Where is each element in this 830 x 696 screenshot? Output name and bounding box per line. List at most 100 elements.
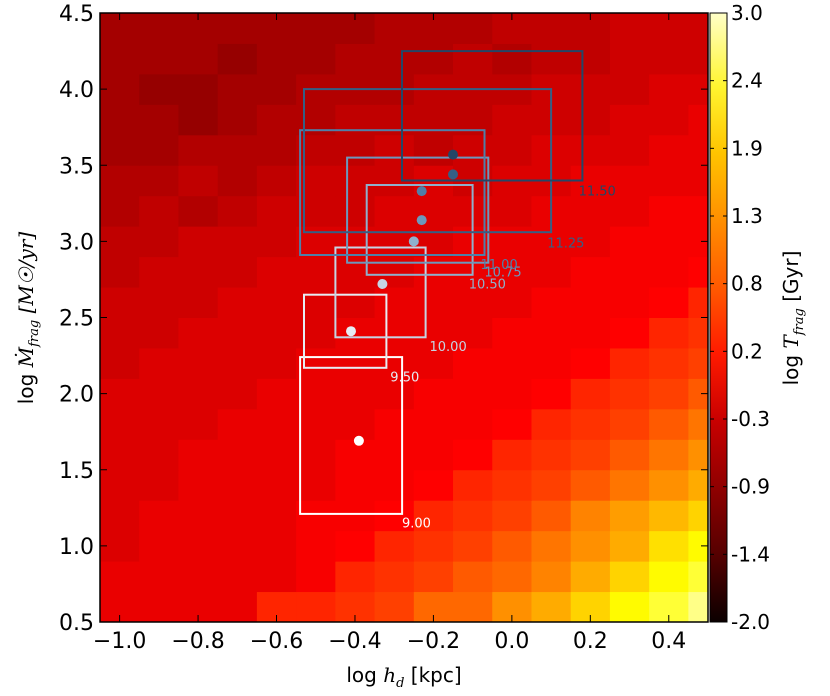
heatmap-cell (178, 43, 219, 75)
heatmap-cell (413, 256, 454, 288)
heatmap-cell (256, 165, 297, 197)
x-axis: −1.0 −0.8 −0.6 −0.4 −0.2 0.0 0.2 0.4 (93, 13, 686, 654)
heatmap-cell (256, 469, 297, 501)
heatmap-cell (139, 347, 179, 379)
heatmap-cell (374, 43, 415, 75)
heatmap-cell (649, 73, 689, 105)
heatmap-cell (374, 317, 415, 349)
heatmap-cell (453, 561, 493, 593)
heatmap-cell (649, 347, 689, 379)
heatmap-cell (139, 165, 179, 197)
data-points (346, 149, 458, 446)
heatmap-cell (492, 195, 532, 227)
aperture-boxes (299, 50, 584, 515)
heatmap-cell (178, 287, 219, 318)
heatmap-cell (531, 256, 572, 288)
heatmap-cell (374, 13, 415, 44)
heatmap-cell (139, 256, 179, 288)
heatmap-cell (688, 317, 709, 349)
heatmap-cell (217, 530, 258, 562)
heatmap-cell (688, 256, 709, 288)
heatmap-cell (570, 226, 611, 258)
y-tick-label: 0.5 (59, 611, 94, 636)
aperture-box (303, 293, 388, 369)
heatmap-cell (296, 13, 336, 44)
heatmap-cell (609, 43, 650, 75)
heatmap-cell (335, 439, 376, 471)
heatmap-cell (374, 408, 415, 440)
heatmap-cell (413, 347, 454, 379)
heatmap-cell (492, 317, 532, 349)
heatmap-cell (649, 317, 689, 349)
colorbar: -2.0 -1.4 -0.9 -0.3 0.2 0.8 1.3 1.9 2.4 3.0 log T… (709, 1, 807, 634)
heatmap-cell (217, 439, 258, 471)
heatmap-cell (139, 134, 179, 166)
heatmap-cell (335, 287, 376, 318)
heatmap-cell (217, 226, 258, 258)
heatmap-cell (178, 317, 219, 349)
heatmap-cell (335, 378, 376, 410)
heatmap-cell (374, 439, 415, 471)
heatmap-cell (609, 13, 650, 44)
heatmap-cell (139, 591, 179, 623)
heatmap-cell (178, 256, 219, 288)
heatmap-cell (374, 134, 415, 166)
heatmap-cell (335, 561, 376, 593)
heatmap-cell (139, 408, 179, 440)
heatmap-cell (413, 378, 454, 410)
heatmap-cell (178, 104, 219, 136)
heatmap-cell (296, 317, 336, 349)
heatmap-cell (453, 591, 493, 623)
colorbar-tick-label: 3.0 (731, 1, 763, 25)
heatmap-cell (609, 73, 650, 105)
heatmap-cell (531, 561, 572, 593)
heatmap-cell (453, 287, 493, 318)
colorbar-tick-label: -0.9 (731, 475, 770, 499)
box-label: 11.25 (547, 237, 584, 252)
heatmap (100, 13, 709, 623)
heatmap-cell (688, 13, 709, 44)
heatmap-cell (570, 43, 611, 75)
data-point (377, 279, 388, 289)
heatmap-cell (453, 500, 493, 532)
heatmap-cell (492, 561, 532, 593)
heatmap-cell (256, 439, 297, 471)
heatmap-cell (296, 378, 336, 410)
heatmap-cell (609, 104, 650, 136)
heatmap-cell (492, 530, 532, 562)
heatmap-cell (335, 226, 376, 258)
heatmap-cell (217, 13, 258, 44)
colorbar-tick-label: 2.4 (731, 69, 763, 93)
heatmap-cell (649, 195, 689, 227)
box-label: 10.75 (484, 265, 521, 280)
y-tick-label: 4.0 (59, 78, 94, 103)
heatmap-cell (649, 500, 689, 532)
heatmap-cell (217, 134, 258, 166)
heatmap-cell (413, 317, 454, 349)
heatmap-cell (492, 104, 532, 136)
heatmap-cell (570, 530, 611, 562)
heatmap-cell (649, 165, 689, 197)
heatmap-cell (492, 256, 532, 288)
heatmap-cell (296, 439, 336, 471)
heatmap-cell (609, 561, 650, 593)
heatmap-cell (492, 226, 532, 258)
heatmap-cell (256, 104, 297, 136)
heatmap-cell (296, 195, 336, 227)
box-label: 9.00 (402, 517, 431, 532)
heatmap-cell (531, 347, 572, 379)
heatmap-cell (531, 13, 572, 44)
heatmap-cell (609, 530, 650, 562)
heatmap-cell (217, 256, 258, 288)
heatmap-cell (217, 165, 258, 197)
heatmap-cell (178, 378, 219, 410)
heatmap-cell (296, 347, 336, 379)
y-axis: 0.5 1.0 1.5 2.0 2.5 3.0 3.5 4.0 4.5 (59, 2, 708, 636)
heatmap-cell (492, 134, 532, 166)
heatmap-cell (217, 317, 258, 349)
heatmap-cell (256, 195, 297, 227)
heatmap-cell (453, 469, 493, 501)
aperture-box (299, 129, 486, 256)
heatmap-cell (570, 408, 611, 440)
colorbar-tick-label: 0.2 (731, 339, 763, 363)
